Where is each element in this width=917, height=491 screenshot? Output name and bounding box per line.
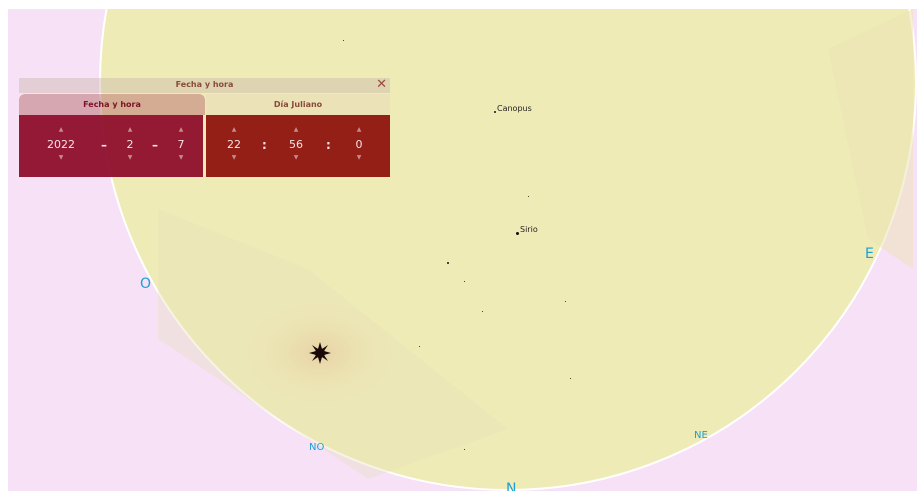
star-dot [419, 346, 420, 347]
date-separator: – [152, 138, 158, 152]
star-dot [447, 262, 449, 264]
month-value[interactable]: 2 [126, 138, 134, 151]
cardinal-north-label: N [506, 481, 517, 491]
cardinal-northeast-label: NE [694, 430, 708, 441]
year-down-arrow-icon[interactable]: ▼ [58, 154, 64, 161]
hour-up-arrow-icon[interactable]: ▲ [231, 126, 237, 133]
star-sirio[interactable] [516, 232, 519, 235]
star-canopus[interactable] [494, 111, 496, 113]
tab-date-time[interactable]: Fecha y hora [19, 94, 205, 115]
star-dot [482, 311, 483, 312]
hour-spinner[interactable]: ▲ 22 ▼ [222, 115, 246, 177]
date-time-panel: Fecha y hora ✕ Fecha y hora Día Juliano … [19, 77, 390, 177]
star-dot [570, 378, 571, 379]
year-value[interactable]: 2022 [47, 138, 75, 151]
cardinal-northwest-label: NO [309, 442, 325, 453]
hour-value[interactable]: 22 [227, 138, 241, 151]
minute-value[interactable]: 56 [289, 138, 303, 151]
second-up-arrow-icon[interactable]: ▲ [356, 126, 362, 133]
second-down-arrow-icon[interactable]: ▼ [356, 154, 362, 161]
month-up-arrow-icon[interactable]: ▲ [127, 126, 133, 133]
minute-down-arrow-icon[interactable]: ▼ [293, 154, 299, 161]
minute-spinner[interactable]: ▲ 56 ▼ [284, 115, 308, 177]
sun-icon[interactable] [309, 342, 331, 364]
panel-title: Fecha y hora [175, 80, 234, 89]
star-label-sirio: Sirio [520, 225, 538, 234]
star-dot [464, 281, 465, 282]
time-separator: : [262, 138, 267, 152]
star-dot [565, 301, 566, 302]
second-value[interactable]: 0 [355, 138, 363, 151]
star-label-canopus: Canopus [497, 104, 532, 113]
panel-header[interactable]: Fecha y hora ✕ [19, 77, 390, 93]
time-fields: ▲ 22 ▼ : ▲ 56 ▼ : ▲ 0 ▼ [206, 115, 390, 177]
date-fields: ▲ 2022 ▼ – ▲ 2 ▼ – ▲ 7 ▼ [19, 115, 203, 177]
day-value[interactable]: 7 [177, 138, 185, 151]
hour-down-arrow-icon[interactable]: ▼ [231, 154, 237, 161]
tab-julian-day[interactable]: Día Juliano [206, 94, 390, 115]
minute-up-arrow-icon[interactable]: ▲ [293, 126, 299, 133]
day-up-arrow-icon[interactable]: ▲ [178, 126, 184, 133]
star-dot [343, 40, 344, 41]
month-spinner[interactable]: ▲ 2 ▼ [120, 115, 140, 177]
cardinal-west-label: O [140, 276, 152, 292]
star-dot [464, 449, 465, 450]
day-spinner[interactable]: ▲ 7 ▼ [171, 115, 191, 177]
cardinal-east-label: E [865, 246, 874, 262]
date-separator: – [101, 138, 107, 152]
day-down-arrow-icon[interactable]: ▼ [178, 154, 184, 161]
close-icon[interactable]: ✕ [376, 77, 387, 92]
second-spinner[interactable]: ▲ 0 ▼ [347, 115, 371, 177]
year-spinner[interactable]: ▲ 2022 ▼ [41, 115, 81, 177]
time-separator: : [326, 138, 331, 152]
year-up-arrow-icon[interactable]: ▲ [58, 126, 64, 133]
month-down-arrow-icon[interactable]: ▼ [127, 154, 133, 161]
star-dot [528, 196, 529, 197]
